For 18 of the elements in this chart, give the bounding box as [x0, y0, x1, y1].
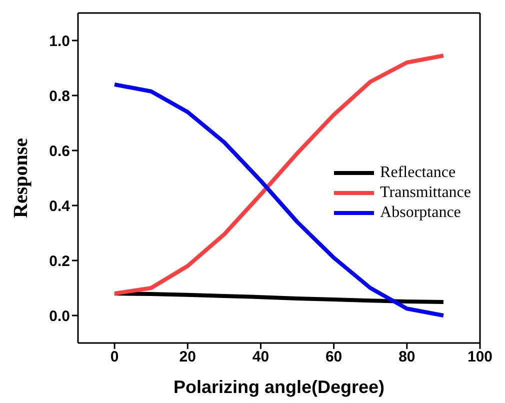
- x-tick-label: 40: [252, 348, 270, 366]
- line-series: [112, 292, 446, 304]
- y-tick-label: 0.6: [49, 142, 70, 160]
- x-tick-label: 20: [179, 348, 196, 366]
- legend-label: Reflectance: [380, 164, 456, 182]
- x-tick-label: 80: [398, 348, 416, 366]
- y-axis-title: Response: [10, 138, 32, 218]
- y-tick-label: 0.8: [49, 88, 70, 105]
- x-tick-label: 100: [467, 348, 493, 366]
- legend-label: Transmittance: [380, 184, 471, 202]
- y-tick-label: 0.0: [49, 308, 70, 325]
- x-tick-label: 60: [325, 348, 342, 366]
- legend-label: Absorptance: [380, 204, 461, 222]
- y-tick-label: 0.2: [49, 252, 70, 270]
- y-tick-label: 1.0: [49, 32, 70, 50]
- y-tick-label: 0.4: [49, 198, 71, 215]
- x-tick-label: 0: [110, 348, 119, 366]
- x-axis-title: Polarizing angle(Degree): [173, 377, 385, 397]
